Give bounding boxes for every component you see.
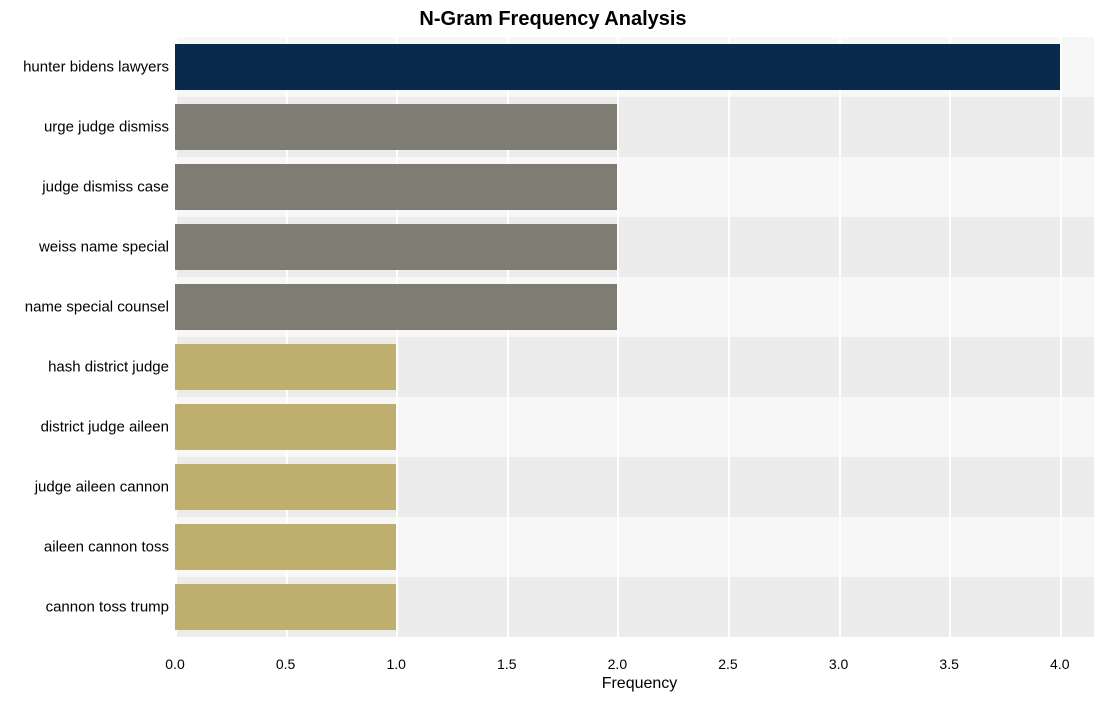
chart-title: N-Gram Frequency Analysis [0,8,1106,31]
y-axis-category-label: urge judge dismiss [44,119,175,136]
x-axis-tick-label: 2.5 [718,656,737,672]
bar [175,104,617,150]
bar [175,164,617,210]
bar [175,464,396,510]
x-axis-tick-label: 1.5 [497,656,516,672]
bar [175,344,396,390]
y-axis-category-label: hunter bidens lawyers [23,59,175,76]
bar [175,284,617,330]
bar [175,584,396,630]
x-axis-tick-label: 0.0 [165,656,184,672]
x-axis-tick-label: 0.5 [276,656,295,672]
y-axis-category-label: judge dismiss case [42,179,175,196]
bars-layer: hunter bidens lawyersurge judge dismissj… [175,37,1094,637]
x-axis-tick-label: 2.0 [608,656,627,672]
y-axis-category-label: judge aileen cannon [35,479,175,496]
x-axis-tick-label: 3.5 [939,656,958,672]
x-axis-tick-label: 1.0 [386,656,405,672]
y-axis-category-label: weiss name special [39,239,175,256]
y-axis-category-label: aileen cannon toss [44,539,175,556]
y-axis-category-label: hash district judge [48,359,175,376]
y-axis-category-label: cannon toss trump [46,599,175,616]
y-axis-category-label: name special counsel [25,299,175,316]
bar [175,524,396,570]
ngram-frequency-chart: N-Gram Frequency Analysis hunter bidens … [0,0,1116,701]
bar [175,44,1060,90]
plot-area: hunter bidens lawyersurge judge dismissj… [175,37,1094,637]
x-axis-tick-label: 3.0 [829,656,848,672]
bar [175,224,617,270]
bar [175,404,396,450]
y-axis-category-label: district judge aileen [41,419,175,436]
x-axis-label: Frequency [175,675,1104,693]
x-axis-tick-label: 4.0 [1050,656,1069,672]
